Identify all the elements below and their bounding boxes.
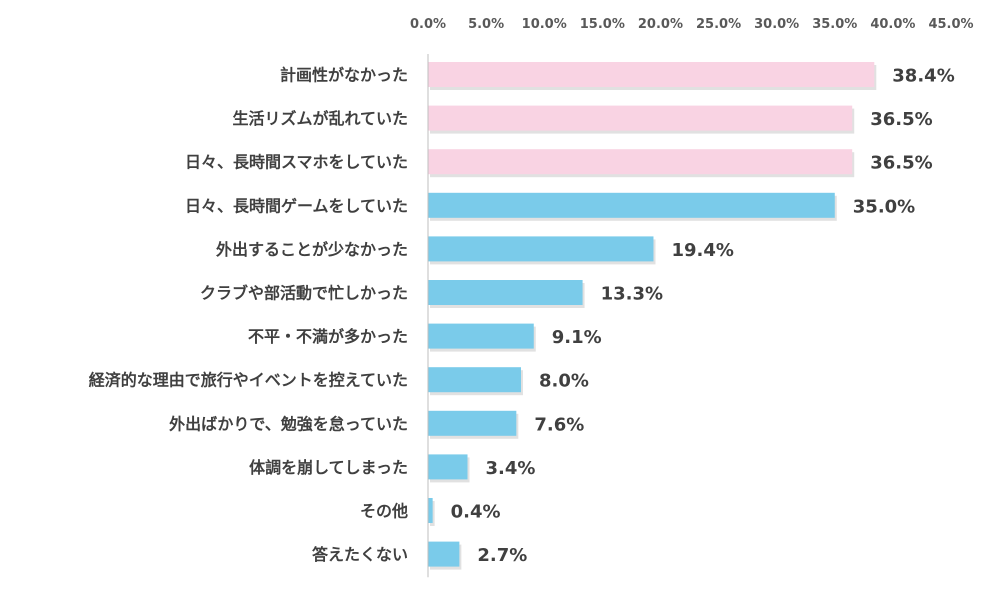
category-label: 計画性がなかった <box>280 66 408 85</box>
x-axis-ticks: 0.0% 5.0% 10.0% 15.0% 20.0% 25.0% 30.0% 35.0% 40… <box>410 17 974 32</box>
category-label: 生活リズムが乱れていた <box>232 109 408 128</box>
x-tick-label: 15.0% <box>580 17 625 32</box>
data-label: 19.4% <box>671 240 733 261</box>
category-label: 体調を崩してしまった <box>249 458 408 477</box>
x-tick-label: 0.0% <box>410 17 446 32</box>
data-label: 38.4% <box>892 66 954 87</box>
category-label: その他 <box>360 502 408 521</box>
category-label: 日々、長時間ゲームをしていた <box>185 196 408 215</box>
bar <box>428 541 460 567</box>
data-label: 0.4% <box>451 502 501 523</box>
x-tick-label: 10.0% <box>522 17 567 32</box>
data-label: 7.6% <box>534 414 584 435</box>
data-label: 3.4% <box>486 458 536 479</box>
bar <box>428 149 853 175</box>
category-label: 答えたくない <box>312 545 408 564</box>
category-label: 外出することが少なかった <box>215 240 408 259</box>
data-label: 8.0% <box>539 371 589 392</box>
data-label: 13.3% <box>601 284 663 305</box>
data-label: 36.5% <box>870 153 932 174</box>
bar <box>428 454 468 480</box>
bar <box>428 410 517 436</box>
bar <box>428 323 534 349</box>
x-tick-label: 25.0% <box>696 17 741 32</box>
bar <box>428 62 875 87</box>
bar <box>428 280 583 305</box>
bar <box>428 236 654 262</box>
bar <box>428 105 853 131</box>
x-tick-label: 40.0% <box>870 17 915 32</box>
bars <box>428 62 877 570</box>
data-label: 9.1% <box>552 327 602 348</box>
data-label: 36.5% <box>870 109 932 130</box>
x-tick-label: 20.0% <box>638 17 683 32</box>
bar <box>428 367 521 393</box>
data-label: 35.0% <box>853 196 915 217</box>
bar <box>428 192 835 218</box>
category-label: 経済的な理由で旅行やイベントを控えていた <box>89 371 408 390</box>
category-label: 日々、長時間スマホをしていた <box>185 153 408 172</box>
category-label: 不平・不満が多かった <box>248 327 408 346</box>
x-tick-label: 45.0% <box>928 17 973 32</box>
category-label: クラブや部活動で忙しかった <box>200 284 408 303</box>
x-tick-label: 35.0% <box>812 17 857 32</box>
x-tick-label: 30.0% <box>754 17 799 32</box>
category-label: 外出ばかりで、勉強を怠っていた <box>168 414 408 433</box>
data-labels: 38.4% 36.5% 36.5% 35.0% 19.4% 13.3% 9.1% 8.0% 7.… <box>451 66 955 567</box>
x-tick-label: 5.0% <box>468 17 504 32</box>
data-label: 2.7% <box>477 545 527 566</box>
category-labels: 計画性がなかった生活リズムが乱れていた日々、長時間スマホをしていた日々、長時間ゲ… <box>89 66 408 565</box>
bar <box>428 498 433 523</box>
